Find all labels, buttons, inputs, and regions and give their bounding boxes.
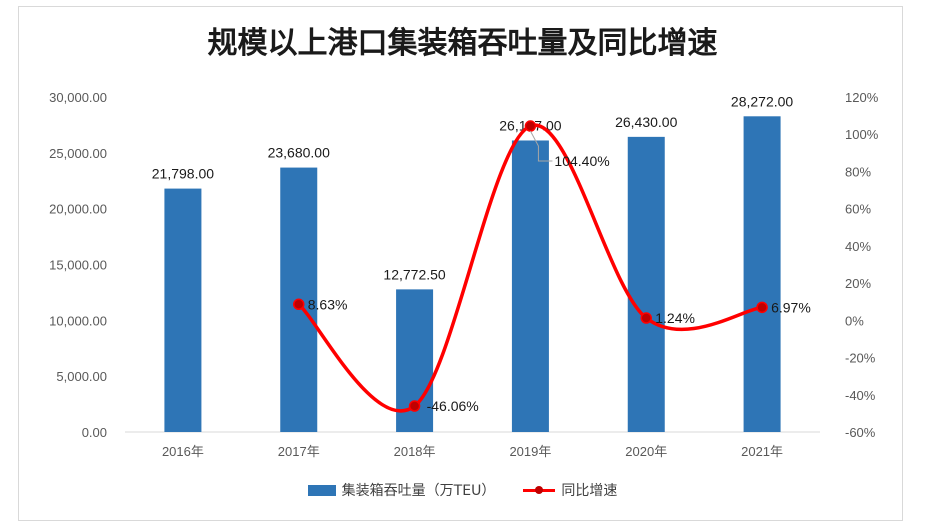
line-data-label: -46.06% [427,398,479,414]
x-tick-label: 2021年 [741,444,783,459]
growth-point [756,301,768,314]
growth-point [293,298,305,311]
bar-data-label: 21,798.00 [152,166,214,182]
legend-item-bars: 集装箱吞吐量（万TEU） [307,480,496,500]
bar [164,188,202,432]
bar [511,140,549,432]
legend-label-bars: 集装箱吞吐量（万TEU） [341,483,496,499]
x-tick-label: 2016年 [162,444,204,459]
line-data-label: 104.40% [554,153,609,169]
x-tick-label: 2020年 [625,444,667,459]
y-left-tick-label: 10,000.00 [49,313,107,328]
y-right-tick-label: 80% [845,164,871,179]
y-right-tick-label: 20% [845,276,871,291]
x-tick-label: 2017年 [278,444,320,459]
y-left-tick-label: 5,000.00 [56,369,107,384]
line-data-label: 6.97% [771,299,811,315]
x-tick-label: 2019年 [509,444,551,459]
growth-point [640,312,652,324]
y-right-tick-label: 0% [845,313,864,328]
chart-legend: 集装箱吞吐量（万TEU） 同比增速 [0,480,925,500]
bar-data-label: 26,430.00 [615,114,677,130]
legend-item-line: 同比增速 [523,480,617,500]
line-data-label: 1.24% [655,310,695,326]
y-left-tick-label: 15,000.00 [49,258,107,273]
legend-swatch-bar [307,484,336,496]
y-left-tick-label: 20,000.00 [49,202,107,217]
y-right-tick-label: 40% [845,239,871,254]
y-left-tick-label: 0.00 [82,425,107,440]
line-data-label: 8.63% [308,296,348,312]
x-tick-label: 2018年 [394,444,436,459]
bar [743,116,781,433]
y-right-tick-label: -60% [845,425,876,440]
bar-data-label: 28,272.00 [731,93,793,109]
y-right-tick-label: 100% [845,127,879,142]
chart-title: 规模以上港口集装箱吞吐量及同比增速 [207,26,718,61]
y-right-tick-label: 60% [845,202,871,217]
y-right-tick-label: -20% [845,351,876,366]
leader-line [529,130,553,162]
bar-data-label: 23,680.00 [268,145,330,161]
y-left-tick-label: 30,000.00 [49,90,107,105]
y-right-tick-label: 120% [845,90,879,105]
legend-label-line: 同比增速 [561,483,618,499]
bar-data-label: 12,772.50 [383,266,445,282]
growth-point [408,400,421,412]
y-left-tick-label: 25,000.00 [49,146,107,161]
y-right-tick-label: -40% [845,388,876,403]
growth-line [297,123,763,413]
legend-swatch-line [523,484,556,496]
growth-point [524,120,537,132]
bar [627,136,665,433]
